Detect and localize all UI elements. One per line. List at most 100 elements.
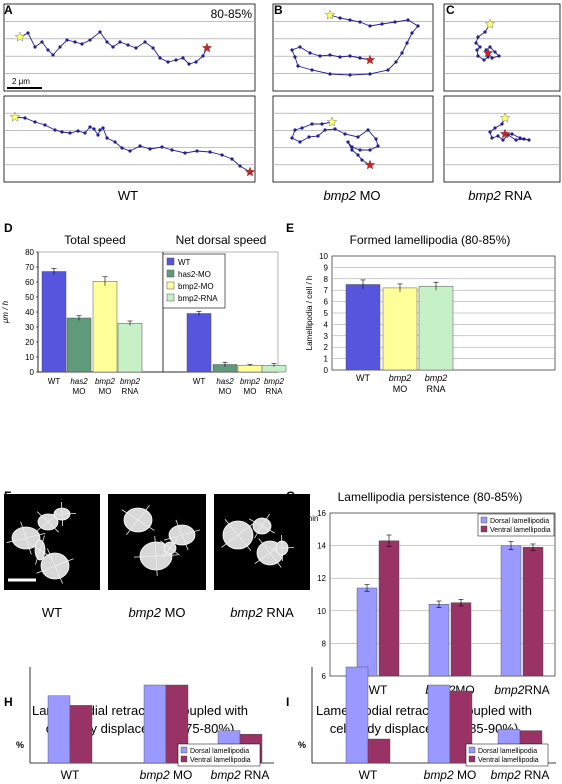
track-point — [40, 40, 44, 44]
x-tick-label: RNA — [266, 387, 284, 396]
y-tick-label: 10 — [319, 252, 328, 261]
track-box — [272, 3, 434, 92]
panel-label-e: E — [286, 221, 294, 235]
y-tick-label: 3 — [324, 332, 329, 341]
y-tick-label: 6 — [322, 672, 327, 681]
track-point — [33, 45, 37, 49]
caption-suffix: MO — [161, 605, 186, 620]
track-point — [475, 48, 479, 52]
cell-protrusion — [54, 558, 74, 567]
chart-title: Formed lamellipodia (80-85%) — [350, 233, 511, 247]
y-tick-label: 14 — [317, 542, 326, 551]
track-point — [348, 73, 352, 77]
track-point — [60, 130, 64, 134]
track-point — [58, 45, 62, 49]
y-tick-label: 50 — [25, 293, 34, 302]
x-tick-label: WT — [193, 377, 206, 386]
italic-gene-name: bmp2 — [211, 768, 241, 782]
cell-protrusion — [61, 513, 77, 515]
start-star-icon — [14, 31, 26, 42]
track-point — [194, 60, 198, 64]
scale-bar-label: 2 μm — [12, 77, 30, 86]
track-point — [474, 41, 478, 45]
track-point — [400, 51, 404, 55]
panel-label-d: D — [4, 221, 13, 235]
bar — [427, 684, 451, 764]
track-point — [23, 116, 27, 120]
panel-g-persistence-chart: Lamellipodia persistence (80-85%) 6 8 10 12 1… — [306, 490, 556, 697]
cell-protrusion — [237, 522, 255, 536]
cell-protrusion — [155, 555, 158, 576]
y-axis-title: Lamellipodia / cell / h — [305, 276, 314, 351]
bar — [165, 684, 189, 764]
track-point — [488, 45, 492, 49]
x-tick-label: bmp2 — [95, 377, 116, 386]
x-tick-label: WT — [48, 377, 61, 386]
track-box — [3, 95, 256, 183]
end-star-icon — [244, 166, 256, 177]
bar — [378, 540, 400, 677]
bar — [522, 547, 544, 677]
legend-swatch — [166, 269, 175, 278]
x-tick-label: WT — [356, 373, 370, 383]
panel-label-i: I — [286, 695, 289, 709]
panel-f-cell-images: WT bmp2 MO bmp2 RNA — [4, 494, 310, 620]
bar — [66, 317, 92, 373]
track-point — [346, 140, 350, 144]
track-point — [53, 128, 57, 132]
track-point — [518, 136, 522, 140]
x-tick-label: bmp2 — [425, 373, 448, 383]
track-point — [92, 127, 96, 131]
track-point — [174, 58, 178, 62]
cell-protrusion — [6, 537, 27, 543]
cell-protrusion — [35, 521, 49, 532]
caption-suffix: RNA — [241, 768, 270, 782]
track-point — [356, 153, 360, 157]
y-tick-label: 12 — [317, 574, 326, 583]
track-point — [105, 136, 109, 140]
cell-protrusion — [155, 554, 178, 557]
bar — [47, 695, 71, 764]
track-point — [527, 138, 531, 142]
end-star-icon — [499, 128, 511, 139]
track-point — [88, 38, 92, 42]
track-point — [187, 62, 191, 66]
track-point — [358, 56, 362, 60]
italic-gene-name: bmp2 — [128, 605, 161, 620]
x-tick-label: MO — [244, 387, 257, 396]
cell-protrusion — [20, 521, 27, 539]
track-point — [148, 147, 152, 151]
cell-protrusion — [281, 547, 295, 549]
track-point — [393, 20, 397, 24]
cell-protrusion — [25, 533, 46, 539]
caption-suffix: RNA — [521, 768, 550, 782]
cell-protrusion — [269, 552, 282, 568]
caption-suffix: MO — [356, 188, 381, 203]
track-point — [151, 46, 155, 50]
track-point — [356, 135, 360, 139]
track-point — [73, 40, 77, 44]
y-tick-label: 0 — [30, 368, 35, 377]
x-tick-label: bmp2 RNA — [491, 768, 550, 782]
cell-protrusion — [248, 518, 263, 527]
cell-protrusion — [35, 549, 41, 565]
track-point — [76, 129, 80, 133]
track-point — [298, 45, 302, 49]
track-point — [318, 54, 322, 58]
track-point — [46, 48, 50, 52]
bar — [450, 602, 472, 677]
track-point — [497, 54, 501, 58]
track-point — [333, 127, 337, 131]
start-star-icon — [484, 18, 496, 29]
track-point — [220, 153, 224, 157]
track-point — [338, 55, 342, 59]
cell-protrusion — [160, 540, 171, 549]
x-tick-label: has2 — [216, 377, 234, 386]
cell-protrusion — [46, 548, 56, 567]
panel-label-h: H — [4, 695, 13, 709]
y-tick-label: 5 — [324, 309, 329, 318]
track-point — [328, 53, 332, 57]
caption-suffix: RNA — [501, 188, 532, 203]
legend-swatch — [166, 257, 175, 266]
